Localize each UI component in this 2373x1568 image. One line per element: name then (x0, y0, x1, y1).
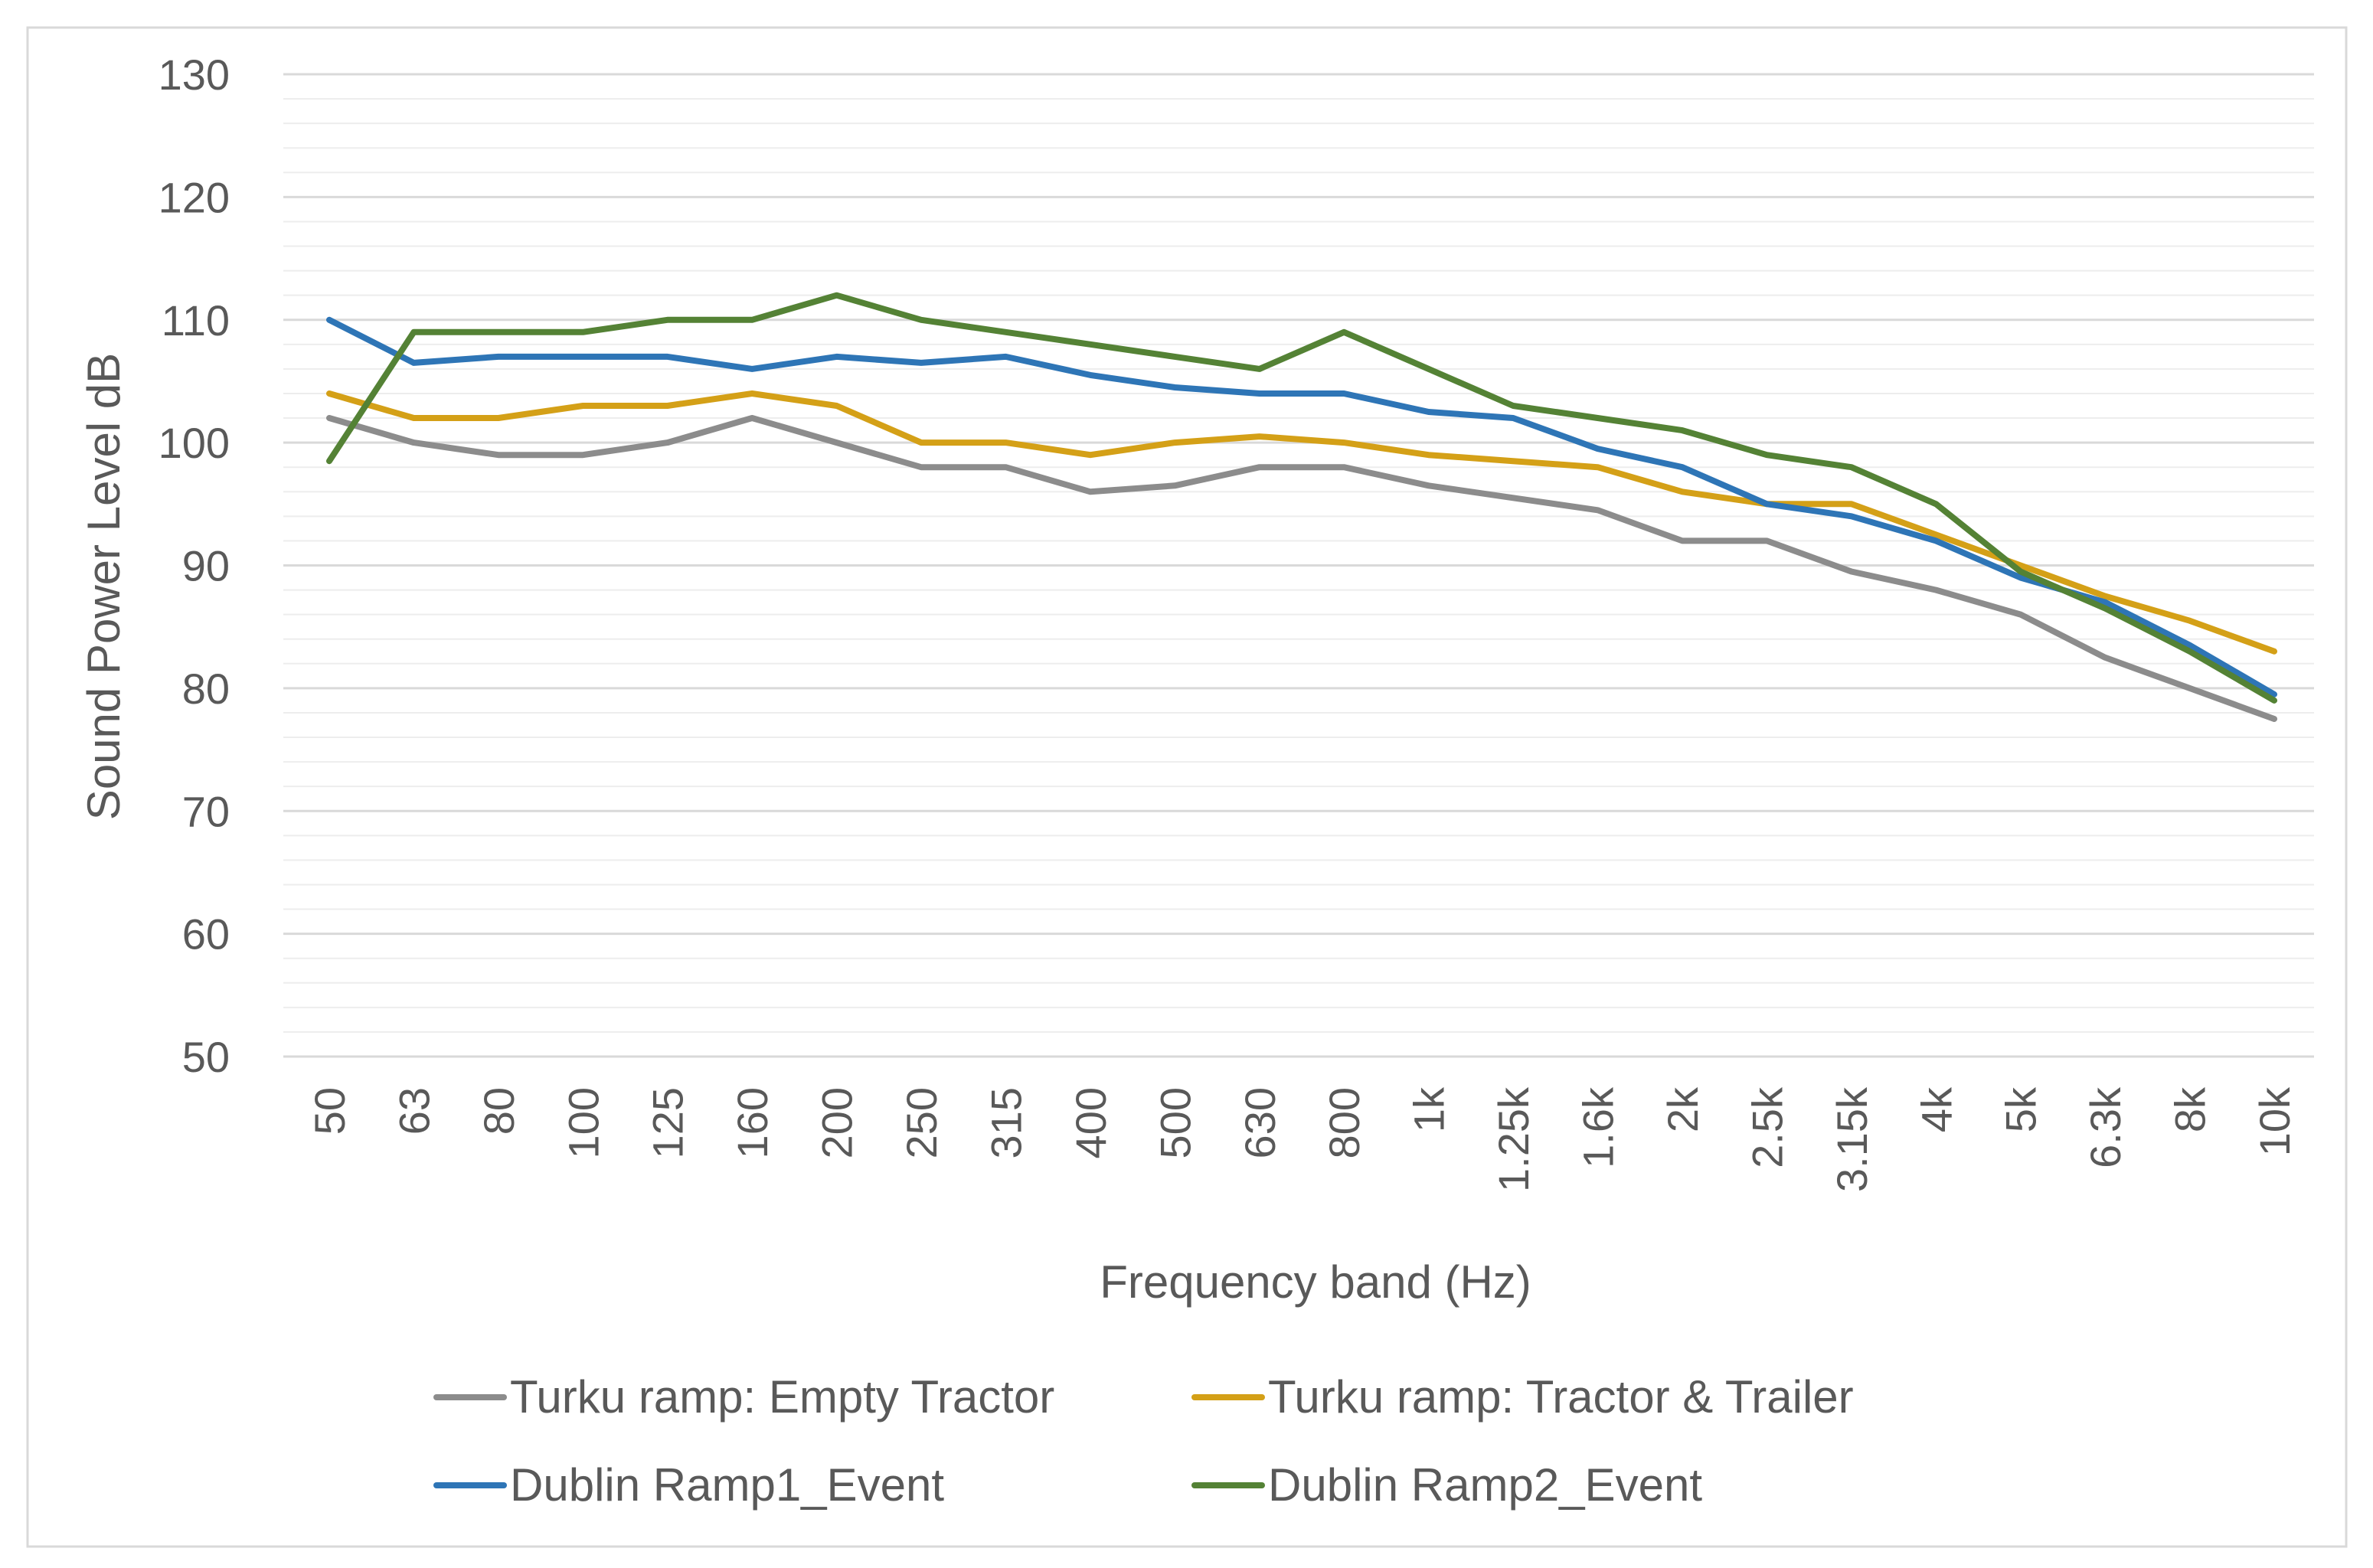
series-line (326, 316, 2277, 697)
y-tick-label: 120 (159, 173, 230, 221)
x-tick-label: 200 (813, 1087, 861, 1158)
x-tick-label: 4k (1912, 1086, 1960, 1132)
x-tick-label: 1.6k (1574, 1086, 1623, 1168)
y-tick-label: 90 (182, 542, 230, 590)
y-tick-label: 100 (159, 419, 230, 467)
x-axis-title: Frequency band (Hz) (1100, 1256, 1531, 1308)
y-tick-label: 60 (182, 910, 230, 959)
x-tick-label: 63 (390, 1087, 438, 1135)
y-tick-label: 70 (182, 787, 230, 835)
y-axis-title: Sound Power Level dB (78, 353, 129, 820)
legend: Turku ramp: Empty Tractor Turku ramp: Tra… (433, 1371, 1854, 1511)
legend-label: Turku ramp: Tractor & Trailer (1268, 1371, 1854, 1423)
y-tick-label: 130 (159, 51, 230, 99)
x-tick-label: 2.5k (1743, 1086, 1791, 1168)
x-tick-label: 3.15k (1828, 1086, 1876, 1192)
x-tick-label: 50 (306, 1087, 354, 1135)
x-tick-label: 250 (897, 1087, 946, 1158)
x-tick-label: 400 (1067, 1087, 1115, 1158)
x-tick-label: 5k (1997, 1086, 2045, 1132)
x-tick-label: 100 (559, 1087, 607, 1158)
y-axis-ticks: 50 60 70 80 90 100 110 120 130 (159, 51, 230, 1081)
x-tick-label: 2k (1659, 1086, 1707, 1132)
series-lines (326, 292, 2277, 722)
x-tick-label: 630 (1236, 1087, 1284, 1158)
x-tick-label: 500 (1151, 1087, 1199, 1158)
y-tick-label: 110 (162, 296, 230, 345)
x-tick-label: 6.3k (2081, 1086, 2129, 1168)
legend-label: Dublin Ramp1_Event (510, 1459, 944, 1511)
legend-label: Turku ramp: Empty Tractor (510, 1371, 1054, 1423)
y-tick-label: 80 (182, 665, 230, 713)
x-tick-label: 10k (2250, 1086, 2299, 1156)
x-axis-ticks: 50 63 80 100 125 160 200 250 315 400 500 630 800 1k 1.… (306, 1086, 2299, 1192)
x-tick-label: 1k (1405, 1086, 1453, 1132)
x-tick-label: 8k (2166, 1086, 2214, 1132)
series-line (326, 415, 2277, 722)
x-tick-label: 80 (475, 1087, 523, 1135)
legend-label: Dublin Ramp2_Event (1268, 1459, 1702, 1511)
x-tick-label: 125 (644, 1087, 692, 1158)
x-tick-label: 160 (728, 1087, 776, 1158)
x-tick-label: 315 (982, 1087, 1030, 1158)
gridlines (283, 73, 2314, 1058)
x-tick-label: 1.25k (1489, 1086, 1538, 1192)
series-line (326, 390, 2277, 655)
y-tick-label: 50 (182, 1033, 230, 1081)
x-tick-label: 800 (1320, 1087, 1368, 1158)
series-line (326, 292, 2277, 704)
